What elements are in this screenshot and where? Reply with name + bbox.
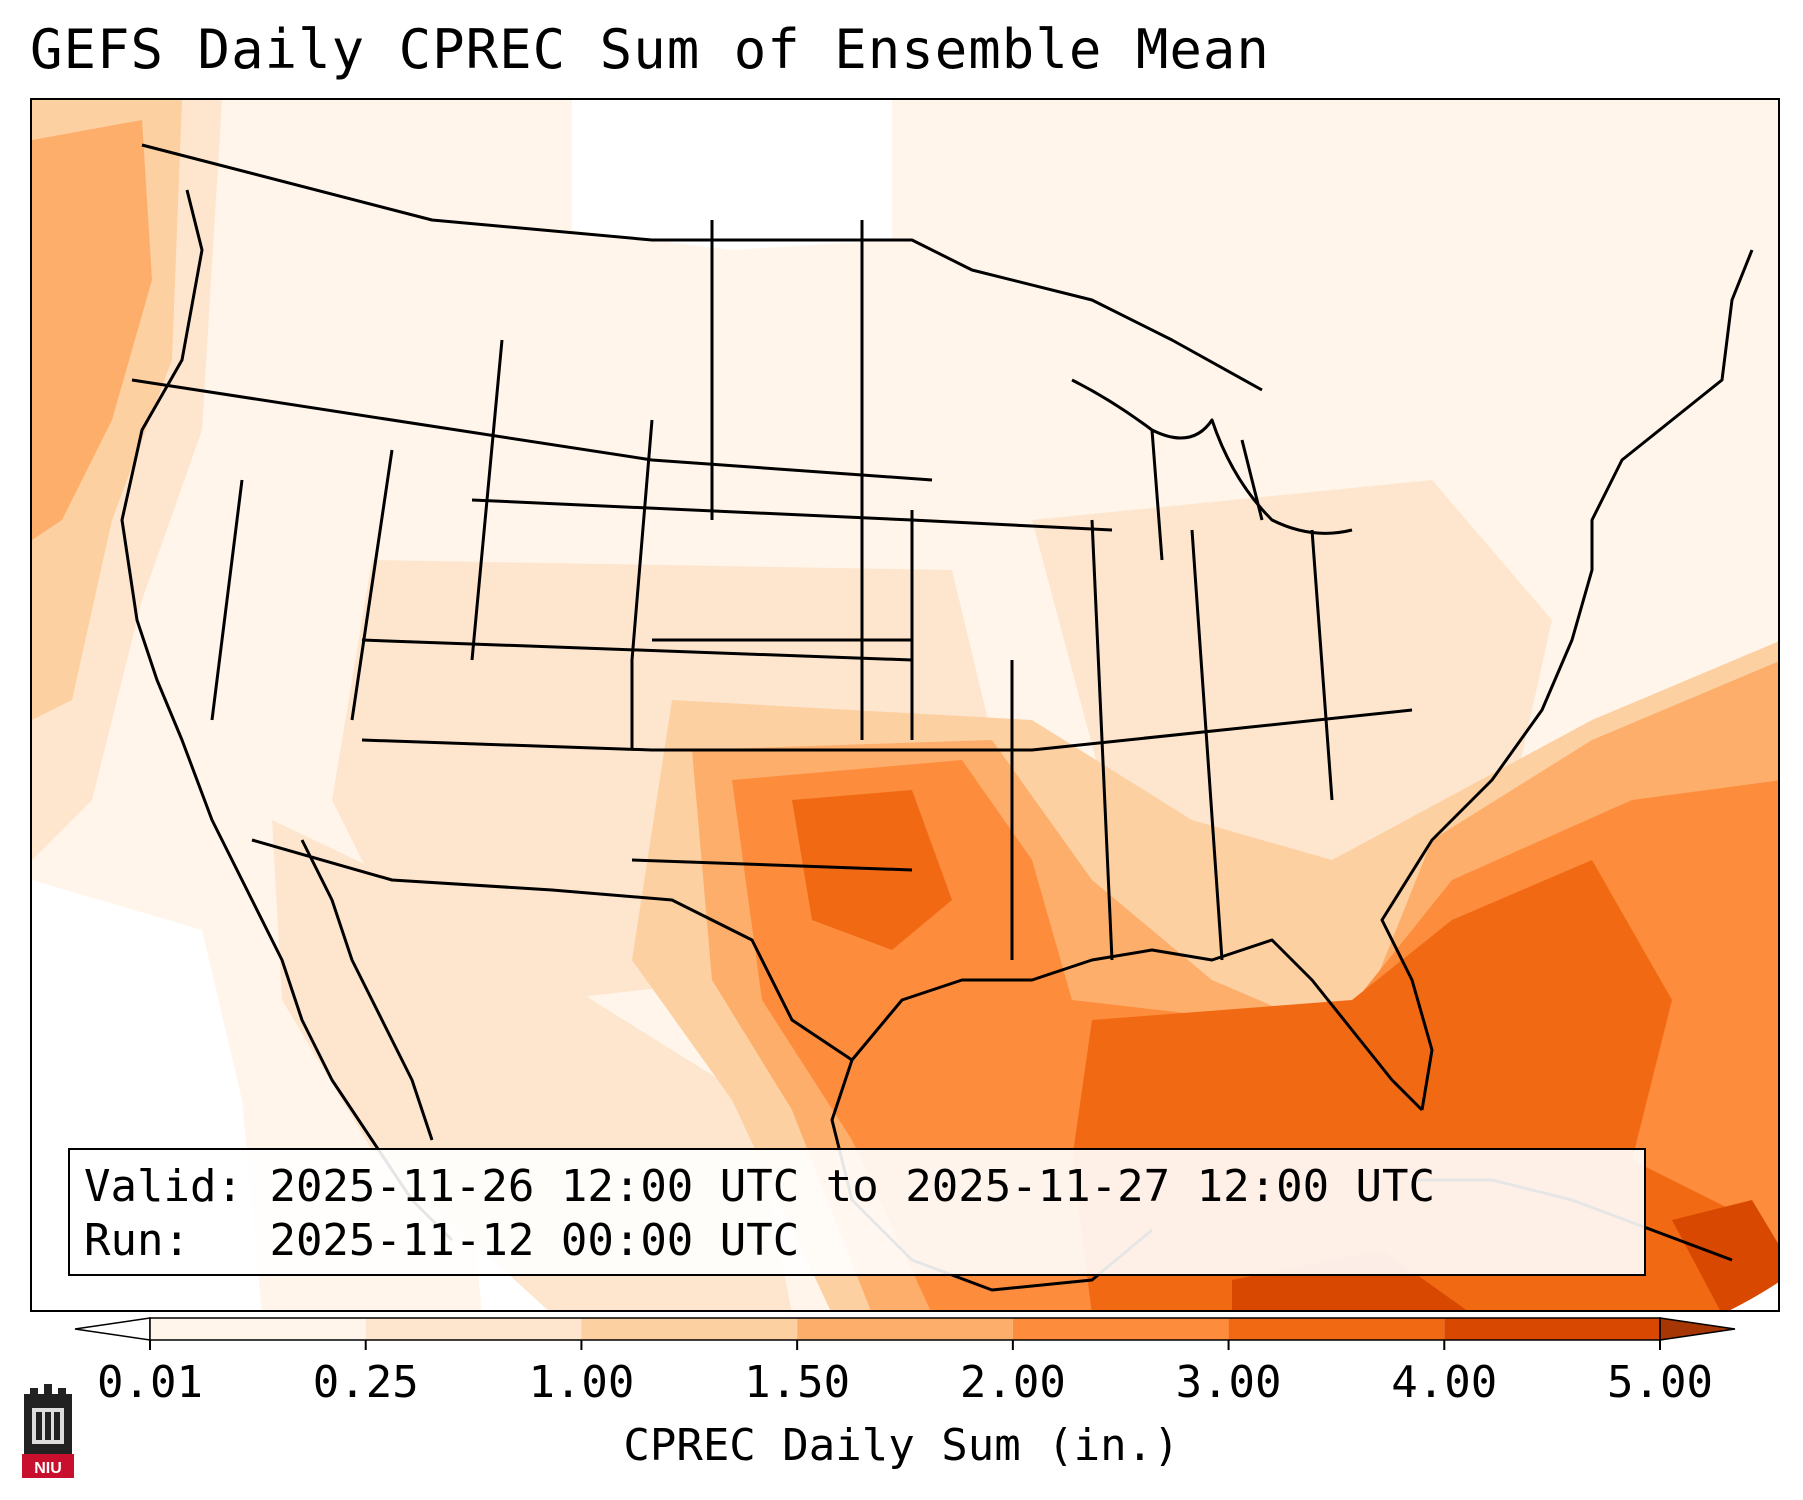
valid-label: Valid: [84,1161,243,1212]
map-panel: Valid: 2025-11-26 12:00 UTC to 2025-11-2… [30,98,1780,1312]
run-label: Run: [84,1215,190,1266]
coastline-east [1380,249,1754,1111]
valid-value: 2025-11-26 12:00 UTC to 2025-11-27 12:00… [269,1161,1436,1212]
coastline-west [120,189,454,1242]
precip-region-none-canada [572,100,892,250]
colorbar-tick-label: 5.00 [1607,1357,1713,1408]
colorbar-segment [581,1318,798,1340]
logo-text: NIU [34,1460,62,1477]
colorbar-outline [149,1317,1661,1341]
colorbar [74,1317,1736,1350]
colorbar-segment [797,1318,1013,1340]
colorbar-tick-label: 1.50 [744,1357,851,1408]
border-us-mexico [251,838,853,1062]
colorbar-segment [1228,1318,1445,1340]
colorbar-segment [365,1318,582,1340]
valid-run-info-box: Valid: 2025-11-26 12:00 UTC to 2025-11-2… [68,1148,1646,1276]
colorbar-tick-label: 1.00 [528,1357,635,1408]
projection-edge-right [1730,1282,1778,1310]
colorbar-tick-label: 0.25 [312,1357,419,1408]
border-canada-us [141,143,1263,392]
coastline-baja [300,839,434,1141]
colorbar-segment [150,1318,366,1340]
great-lakes [1071,378,1353,561]
precipitation-map [32,100,1778,1310]
colorbar-tick-label: 0.01 [97,1357,203,1408]
colorbar-label: CPREC Daily Sum (in.) [623,1420,1180,1471]
map-title: GEFS Daily CPREC Sum of Ensemble Mean [30,18,1270,81]
colorbar-segment [1444,1318,1660,1340]
coastline-gulf [850,938,1424,1112]
colorbar-extend-high [1659,1317,1736,1341]
colorbar-tick-label: 4.00 [1391,1357,1498,1408]
niu-logo-icon: NIU [22,1384,74,1478]
precip-region-extreme-caribbean [1672,1200,1778,1310]
precip-region-extreme-gulf [1232,1250,1467,1310]
state-lines-horizontal [131,378,1413,872]
precip-region-light-east [1032,480,1552,860]
precip-region-medium-pacific [32,120,152,540]
projection-edge-left [32,1240,214,1310]
colorbar-segment [1012,1318,1229,1340]
colorbar-tick-label: 3.00 [1175,1357,1282,1408]
colorbar-extend-low [74,1317,151,1341]
colorbar-tick-label: 2.00 [959,1357,1066,1408]
run-value: 2025-11-12 00:00 UTC [269,1215,800,1266]
